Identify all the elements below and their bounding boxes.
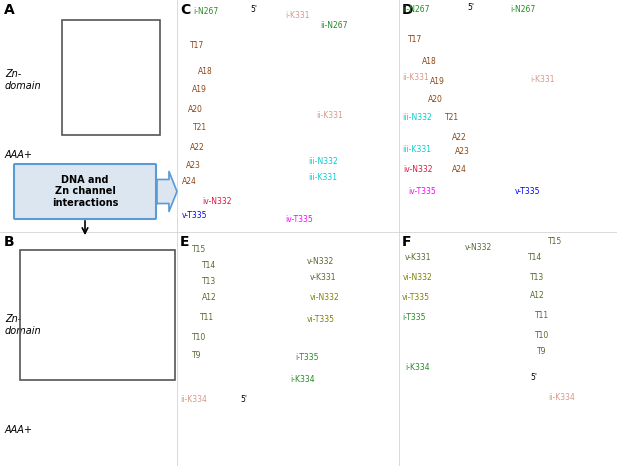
Text: A22: A22	[190, 143, 205, 151]
Text: A23: A23	[455, 148, 470, 157]
Text: A: A	[4, 3, 15, 17]
Text: ii-K331: ii-K331	[316, 110, 343, 119]
Text: i-K331: i-K331	[530, 75, 555, 84]
Text: v-K331: v-K331	[405, 254, 431, 262]
Text: ii-K331: ii-K331	[402, 74, 429, 82]
Text: ii-N267: ii-N267	[402, 6, 429, 14]
Text: v-N332: v-N332	[465, 244, 492, 253]
Text: iv-N332: iv-N332	[403, 165, 433, 174]
Text: T15: T15	[548, 238, 562, 247]
Polygon shape	[157, 171, 177, 212]
Text: v-T335: v-T335	[515, 187, 540, 197]
Text: v-T335: v-T335	[182, 211, 207, 219]
Text: iv-T335: iv-T335	[408, 187, 436, 197]
Text: i-K334: i-K334	[290, 376, 315, 384]
Text: vi-N332: vi-N332	[403, 274, 433, 282]
Text: v-N332: v-N332	[307, 258, 334, 267]
Text: iii-N332: iii-N332	[402, 114, 432, 123]
Text: A23: A23	[186, 160, 201, 170]
Text: v-K331: v-K331	[310, 274, 336, 282]
Text: T21: T21	[193, 123, 207, 132]
Text: vi-T335: vi-T335	[402, 294, 430, 302]
Bar	[62, 20, 160, 135]
Text: ii-K334: ii-K334	[548, 393, 575, 403]
Text: i-K331: i-K331	[285, 11, 310, 20]
Text: T17: T17	[190, 41, 204, 49]
Text: T10: T10	[535, 330, 549, 340]
Text: iv-T335: iv-T335	[285, 215, 313, 225]
Text: T11: T11	[535, 310, 549, 320]
Text: i-T335: i-T335	[402, 314, 426, 322]
Text: iii-K331: iii-K331	[402, 145, 431, 155]
Text: B: B	[4, 235, 15, 249]
Text: i-N267: i-N267	[193, 7, 218, 16]
Text: A18: A18	[198, 68, 213, 76]
Text: i-N267: i-N267	[510, 6, 536, 14]
Text: D: D	[402, 3, 413, 17]
Text: C: C	[180, 3, 190, 17]
Text: i-K334: i-K334	[405, 363, 429, 372]
Text: Zn-
domain: Zn- domain	[5, 314, 41, 336]
Text: 5': 5'	[250, 6, 257, 14]
Text: vi-N332: vi-N332	[310, 294, 340, 302]
Text: 5': 5'	[530, 374, 537, 383]
Text: Zn-
domain: Zn- domain	[5, 69, 41, 91]
Text: T13: T13	[202, 277, 216, 287]
Text: ii-N267: ii-N267	[320, 21, 347, 29]
Text: T15: T15	[192, 246, 206, 254]
Text: T9: T9	[192, 350, 202, 359]
Text: 5': 5'	[467, 4, 474, 13]
Text: AAA+: AAA+	[5, 150, 33, 160]
Text: AAA+: AAA+	[5, 425, 33, 435]
Text: A24: A24	[452, 165, 467, 174]
FancyBboxPatch shape	[14, 164, 156, 219]
Text: A18: A18	[422, 57, 437, 67]
Text: T11: T11	[200, 314, 214, 322]
Text: DNA and
Zn channel
interactions: DNA and Zn channel interactions	[52, 175, 118, 208]
Text: E: E	[180, 235, 189, 249]
Text: T14: T14	[528, 254, 542, 262]
Text: A20: A20	[428, 96, 443, 104]
Text: A19: A19	[192, 85, 207, 95]
Text: T21: T21	[445, 114, 459, 123]
Text: A24: A24	[182, 178, 197, 186]
Text: T14: T14	[202, 260, 216, 269]
Text: T17: T17	[408, 35, 422, 44]
Text: T10: T10	[192, 334, 206, 343]
Bar	[20, 250, 175, 380]
Text: F: F	[402, 235, 412, 249]
Text: vi-T335: vi-T335	[307, 315, 335, 324]
Text: A19: A19	[430, 77, 445, 87]
Text: T13: T13	[530, 274, 544, 282]
Text: A22: A22	[452, 132, 466, 142]
Text: iii-K331: iii-K331	[308, 173, 337, 183]
Text: 5': 5'	[240, 396, 247, 404]
Text: iv-N332: iv-N332	[202, 198, 231, 206]
Text: ii-K334: ii-K334	[180, 396, 207, 404]
Text: A20: A20	[188, 105, 203, 115]
Text: A12: A12	[202, 294, 217, 302]
Text: T9: T9	[537, 348, 547, 356]
Text: iii-N332: iii-N332	[308, 158, 337, 166]
Text: i-T335: i-T335	[295, 354, 318, 363]
Text: A12: A12	[530, 290, 545, 300]
